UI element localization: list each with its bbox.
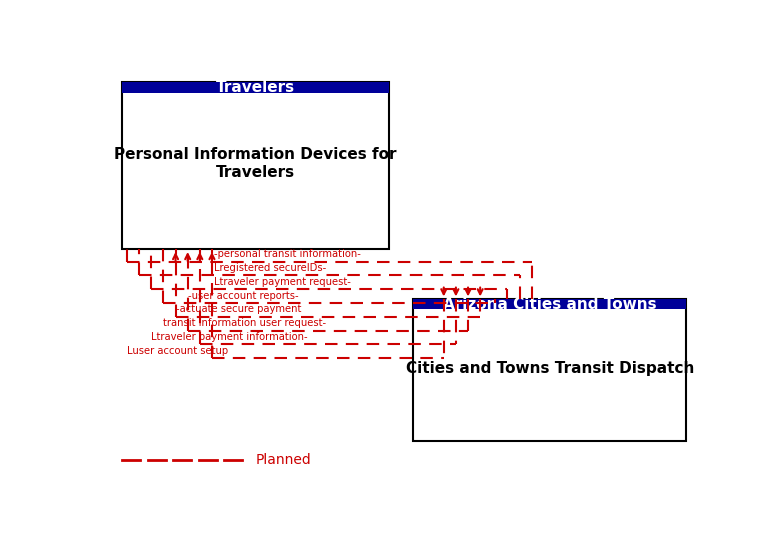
Text: -user account reports-: -user account reports- (188, 291, 298, 301)
Bar (413, 299, 687, 441)
Text: Lregistered secureIDs-: Lregistered secureIDs- (215, 263, 327, 273)
Text: Ltraveler payment information-: Ltraveler payment information- (151, 332, 308, 342)
Text: Luser account setup: Luser account setup (127, 346, 228, 356)
Bar (413, 299, 687, 309)
Text: Travelers: Travelers (216, 80, 295, 95)
Text: Planned: Planned (255, 453, 312, 468)
Text: Arizona Cities and Towns: Arizona Cities and Towns (443, 296, 657, 312)
Text: Personal Information Devices for
Travelers: Personal Information Devices for Travele… (114, 147, 397, 180)
Text: -personal transit information-: -personal transit information- (215, 249, 361, 259)
Bar (122, 82, 389, 93)
Text: transit information user request-: transit information user request- (164, 318, 327, 328)
Bar (122, 82, 389, 249)
Text: Cities and Towns Transit Dispatch: Cities and Towns Transit Dispatch (406, 361, 695, 376)
Text: Ltraveler payment request-: Ltraveler payment request- (215, 277, 352, 287)
Text: -actuate secure payment: -actuate secure payment (175, 305, 301, 314)
